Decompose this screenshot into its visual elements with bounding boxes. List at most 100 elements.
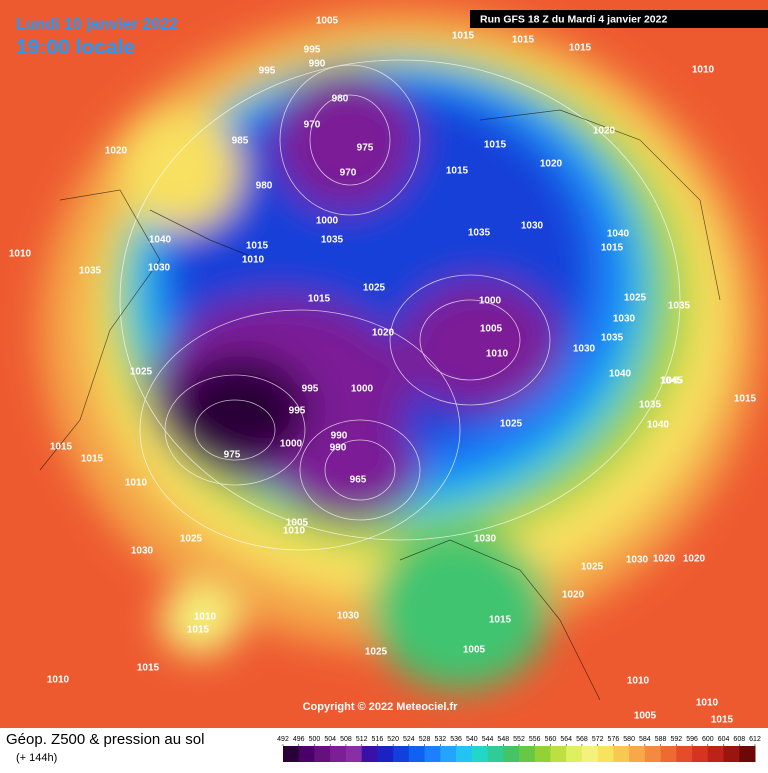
pressure-label: 1015 (246, 241, 269, 252)
copyright: Copyright © 2022 Meteociel.fr (303, 701, 459, 713)
pressure-label: 995 (289, 406, 306, 417)
pressure-label: 995 (259, 66, 276, 77)
scale-swatch (581, 746, 599, 762)
pressure-label: 1000 (479, 296, 502, 307)
scale-swatch (723, 746, 740, 762)
map: 1005 1015 1015 1015 1010 995 990 995 980 970 975 97… (0, 0, 768, 728)
scale-label: 560 (545, 736, 557, 743)
pressure-label: 1035 (79, 266, 102, 277)
pressure-label: 1020 (372, 328, 395, 339)
pressure-label: 1015 (446, 166, 469, 177)
pressure-label: 1010 (692, 65, 715, 76)
pressure-label: 990 (330, 443, 347, 454)
pressure-labels: 1005 1015 1015 1015 1010 995 990 995 980 970 975 97… (9, 16, 757, 726)
pressure-label: 1020 (540, 159, 563, 170)
scale-label: 596 (686, 736, 698, 743)
scale-label: 572 (592, 736, 604, 743)
scale-label: 512 (356, 736, 368, 743)
pressure-label: 1035 (601, 333, 624, 344)
pressure-label: 980 (332, 94, 349, 105)
pressure-label: 1025 (363, 283, 386, 294)
scale-label: 540 (466, 736, 478, 743)
pressure-label: 1030 (626, 555, 649, 566)
pressure-label: 1030 (613, 314, 636, 325)
scale-swatch (314, 746, 331, 762)
scale-label: 516 (372, 736, 384, 743)
pressure-label: 1005 (634, 711, 657, 722)
pressure-label: 1010 (486, 349, 509, 360)
pressure-label: 1035 (639, 400, 662, 411)
scale-swatch (660, 746, 677, 762)
scale-swatch (377, 746, 394, 762)
scale-swatch (487, 746, 504, 762)
pressure-label: 1035 (668, 301, 691, 312)
time: 19:00 locale (16, 36, 135, 59)
scale-swatch (345, 746, 363, 762)
scale-swatch (739, 746, 756, 762)
pressure-label: 1020 (683, 554, 706, 565)
pressure-label: 1035 (321, 235, 344, 246)
pressure-label: 1015 (50, 442, 73, 453)
scale-label: 568 (576, 736, 588, 743)
pressure-label: 1015 (308, 294, 331, 305)
pressure-label: 1025 (624, 293, 647, 304)
pressure-label: 1020 (593, 126, 616, 137)
scale-label: 612 (749, 736, 761, 743)
pressure-label: 1045 (660, 376, 683, 387)
scale-label: 564 (560, 736, 572, 743)
pressure-label: 1015 (187, 625, 210, 636)
scale-swatch (283, 746, 300, 762)
run: Run GFS 18 Z du Mardi 4 janvier 2022 (480, 14, 667, 26)
scale-swatch (707, 746, 725, 762)
scale-swatch (566, 746, 583, 762)
date: Lundi 10 janvier 2022 (16, 16, 178, 33)
pressure-label: 1030 (148, 263, 171, 274)
pressure-label: 1005 (480, 324, 503, 335)
pressure-label: 1015 (484, 140, 507, 151)
scale-swatch (597, 746, 614, 762)
scale-label: 524 (403, 736, 415, 743)
pressure-label: 1010 (125, 478, 148, 489)
pressure-label: 1040 (647, 420, 670, 431)
pressure-label: 1030 (337, 611, 360, 622)
scale-swatch (613, 746, 630, 762)
pressure-label: 1030 (521, 221, 544, 232)
scale-swatch (629, 746, 646, 762)
pressure-label: 990 (309, 59, 326, 70)
pressure-label: 1005 (316, 16, 339, 27)
footer-title: Géop. Z500 & pression au sol (6, 731, 204, 748)
pressure-label: 1010 (627, 676, 650, 687)
pressure-label: 1005 (286, 518, 309, 529)
pressure-label: 1000 (280, 439, 303, 450)
scale-label: 588 (655, 736, 667, 743)
scale-swatch (424, 746, 441, 762)
color-scale: 492 496 500 504 508 512 516 520 524 528 532 536 540 5… (277, 736, 761, 762)
scale-label: 504 (324, 736, 336, 743)
scale-label: 580 (623, 736, 635, 743)
scale-label: 556 (529, 736, 541, 743)
scale-swatch (361, 746, 378, 762)
scale-swatch (534, 746, 551, 762)
scale-label: 604 (718, 736, 730, 743)
footer-lead: (+ 144h) (16, 752, 57, 764)
scale-label: 592 (670, 736, 682, 743)
scale-label: 500 (309, 736, 321, 743)
scale-label: 528 (419, 736, 431, 743)
pressure-label: 975 (357, 143, 374, 154)
scale-swatch (550, 746, 567, 762)
scale-swatch (676, 746, 693, 762)
scale-label: 576 (608, 736, 620, 743)
pressure-label: 1010 (194, 612, 217, 623)
pressure-label: 1015 (601, 243, 624, 254)
pressure-label: 1020 (653, 554, 676, 565)
scale-swatch (519, 746, 536, 762)
pressure-label: 1030 (573, 344, 596, 355)
pressure-label: 1030 (131, 546, 154, 557)
coastlines (39, 109, 721, 701)
pressure-label: 1025 (365, 647, 388, 658)
pressure-label: 1025 (180, 534, 203, 545)
pressure-label: 1025 (500, 419, 523, 430)
pressure-label: 985 (232, 136, 249, 147)
pressure-label: 1015 (81, 454, 104, 465)
pressure-label: 1010 (242, 255, 265, 266)
